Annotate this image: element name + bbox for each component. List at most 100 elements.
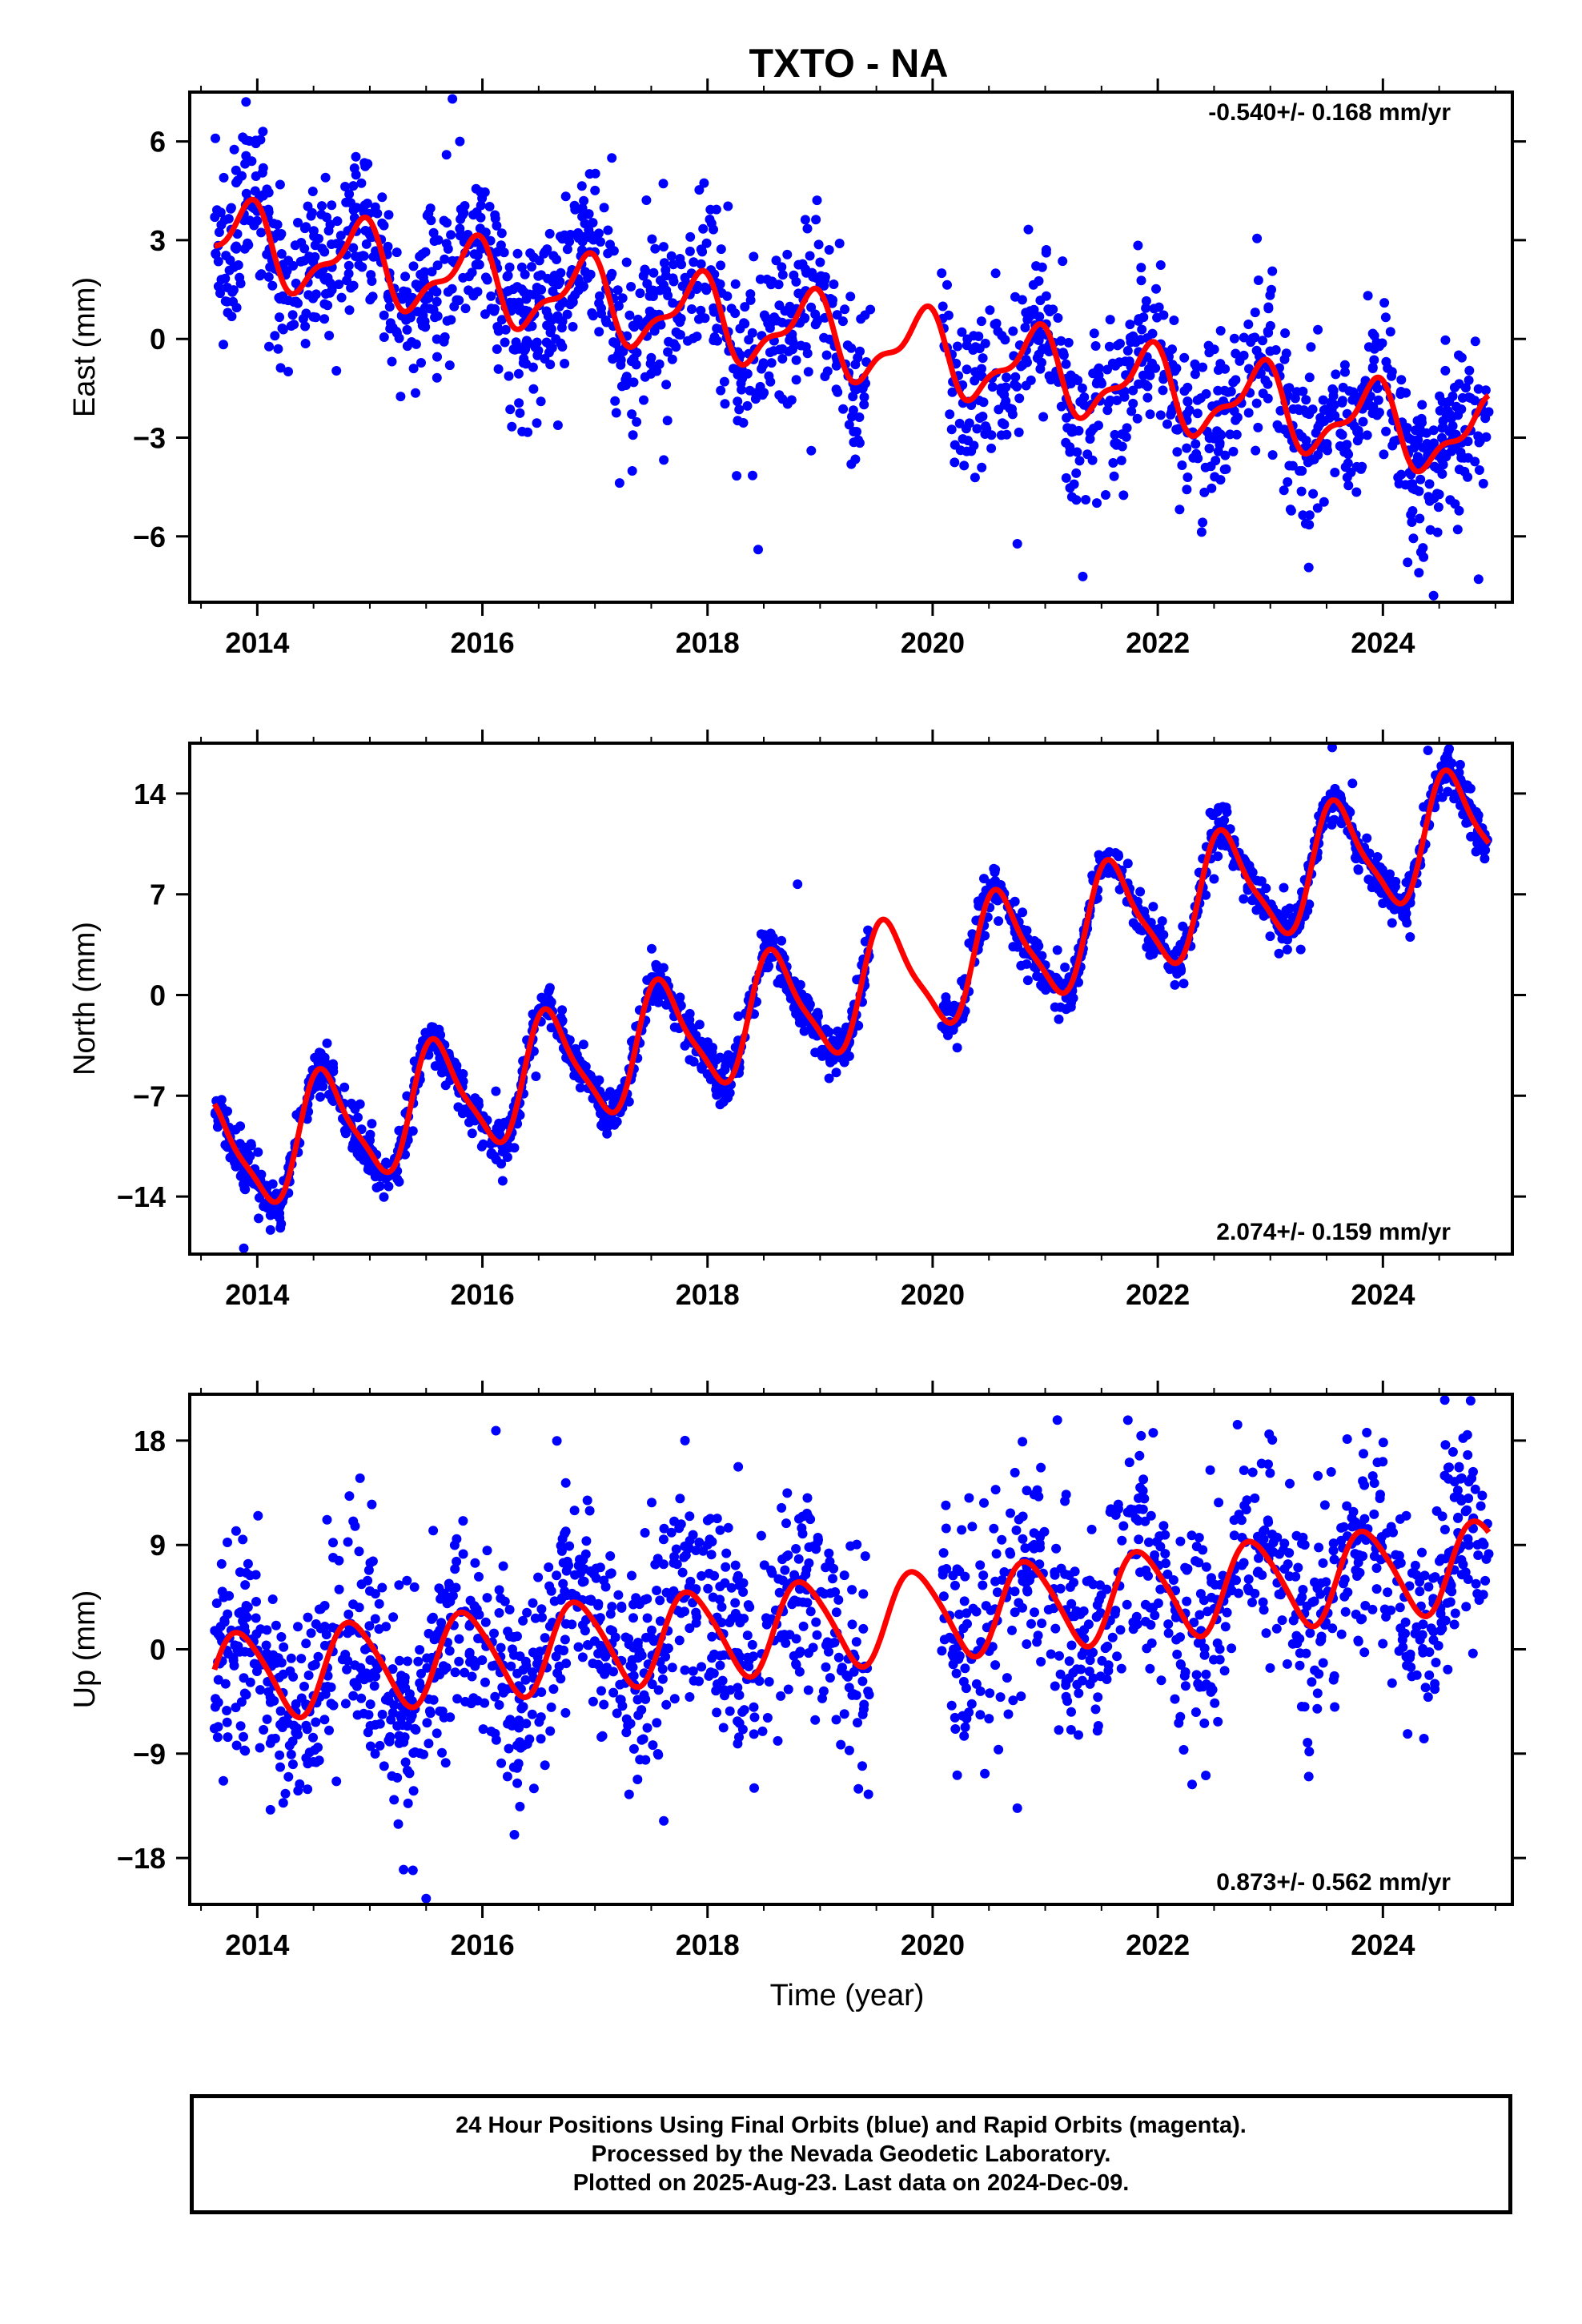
data-point	[455, 136, 465, 147]
data-point	[1385, 327, 1395, 337]
data-point	[554, 314, 564, 324]
data-point	[400, 271, 411, 282]
data-point	[1012, 539, 1022, 549]
data-point	[1062, 412, 1072, 423]
data-point	[677, 1567, 688, 1578]
data-point	[844, 420, 854, 430]
data-point	[360, 226, 371, 235]
data-point	[605, 239, 615, 250]
data-point	[308, 1732, 318, 1743]
data-point	[789, 1595, 800, 1606]
data-point	[734, 1732, 744, 1743]
data-point	[859, 1699, 869, 1710]
data-point	[608, 1098, 619, 1108]
data-point	[251, 1613, 261, 1623]
data-point	[1401, 388, 1411, 398]
data-point	[1115, 1625, 1126, 1635]
data-point	[1279, 354, 1290, 364]
data-point	[1359, 1449, 1368, 1459]
data-point	[640, 264, 650, 275]
data-point	[825, 1057, 836, 1068]
data-point	[791, 355, 801, 365]
data-point	[528, 384, 539, 394]
data-point	[1318, 441, 1328, 452]
data-point	[476, 200, 486, 211]
data-point	[351, 203, 362, 213]
data-point	[709, 224, 718, 235]
data-point	[813, 1007, 823, 1018]
data-point	[322, 212, 331, 223]
data-point	[351, 151, 361, 162]
data-point	[562, 309, 572, 320]
data-point	[493, 364, 504, 374]
data-point	[700, 282, 710, 292]
data-point	[1387, 440, 1398, 451]
data-point	[839, 1709, 849, 1719]
data-point	[1170, 979, 1180, 990]
data-point	[303, 201, 313, 211]
data-point	[544, 995, 554, 1005]
data-point	[1352, 436, 1363, 446]
data-point	[1132, 413, 1142, 424]
data-point	[300, 321, 311, 332]
data-point	[720, 399, 730, 409]
data-point	[1199, 1718, 1210, 1728]
data-point	[240, 1184, 251, 1195]
data-point	[1128, 398, 1138, 408]
data-point	[560, 1478, 571, 1488]
data-point	[763, 963, 773, 973]
data-point	[408, 1786, 419, 1796]
data-point	[997, 331, 1007, 341]
data-point	[453, 1102, 464, 1112]
data-point	[457, 210, 468, 220]
data-point	[806, 302, 817, 312]
data-point	[1454, 379, 1464, 389]
data-point	[851, 1637, 861, 1647]
data-point	[821, 1562, 831, 1573]
data-point	[799, 1026, 809, 1036]
data-point	[263, 1687, 274, 1697]
data-point	[959, 1731, 970, 1741]
data-point	[627, 409, 637, 420]
data-point	[474, 1571, 484, 1582]
data-point	[1195, 1610, 1205, 1620]
data-point	[1437, 792, 1447, 802]
data-point	[1328, 385, 1339, 396]
data-point	[964, 1493, 974, 1503]
data-point	[355, 1473, 365, 1483]
data-point	[1171, 424, 1182, 435]
data-point	[951, 1668, 962, 1679]
data-point	[1422, 439, 1432, 448]
data-point	[231, 165, 241, 175]
data-point	[1316, 1631, 1327, 1642]
data-point	[569, 200, 580, 211]
data-point	[1131, 1611, 1142, 1622]
data-point	[1339, 1522, 1349, 1532]
data-point	[219, 172, 229, 183]
data-point	[319, 1715, 330, 1725]
data-point	[500, 324, 511, 335]
data-point	[523, 427, 533, 437]
data-point	[1367, 328, 1378, 339]
data-point	[1353, 425, 1363, 436]
data-point	[536, 1604, 547, 1614]
data-point	[971, 1679, 982, 1689]
data-point	[815, 257, 825, 267]
data-point	[805, 251, 815, 261]
data-point	[1182, 472, 1193, 482]
data-point	[509, 1830, 520, 1839]
data-point	[1470, 456, 1480, 467]
data-point	[700, 313, 710, 324]
data-point	[970, 376, 980, 386]
data-point	[1061, 437, 1071, 448]
data-point	[480, 1617, 491, 1627]
data-point	[858, 1589, 869, 1599]
data-point	[717, 287, 727, 298]
data-point	[315, 1092, 325, 1102]
data-point	[655, 285, 665, 296]
data-point	[545, 360, 556, 370]
data-point	[533, 1572, 544, 1582]
data-point	[952, 1043, 962, 1053]
data-point	[1182, 443, 1192, 453]
